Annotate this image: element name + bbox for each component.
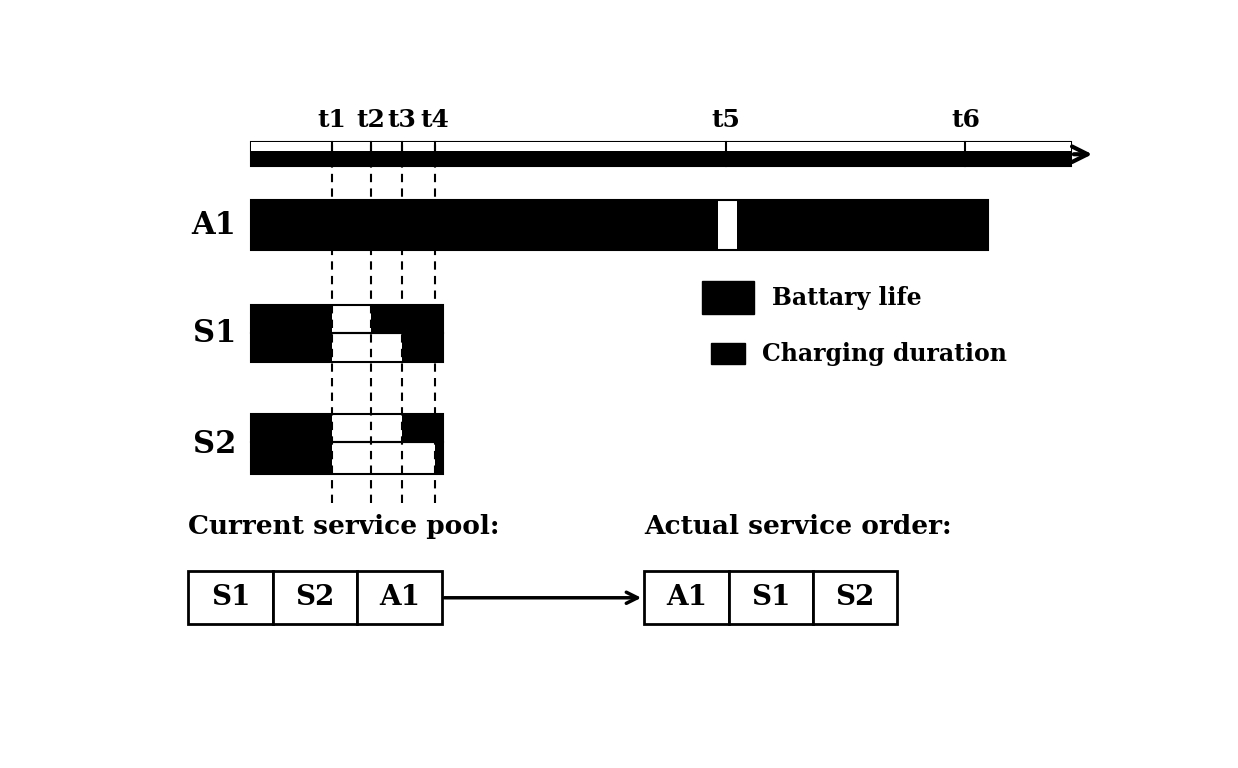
Bar [250,305,443,333]
Bar [332,442,435,474]
Bar [711,343,745,364]
Bar [250,333,332,362]
Bar [332,333,402,362]
Text: t1: t1 [318,108,347,132]
Bar [188,571,272,624]
Bar [728,571,813,624]
Bar [813,571,898,624]
Text: Actual service order:: Actual service order: [644,514,952,538]
Text: A1: A1 [379,584,420,611]
Bar [718,200,737,250]
Bar [250,442,443,474]
Text: t2: t2 [357,108,385,132]
Bar [272,571,358,624]
Text: S2: S2 [296,584,334,611]
Text: A1: A1 [666,584,707,611]
Bar [332,415,402,442]
Text: S1: S1 [193,318,236,349]
Bar [737,200,988,250]
Text: t6: t6 [951,108,980,132]
Bar [250,142,1071,151]
Bar [250,333,443,362]
Bar [402,333,443,362]
Text: S1: S1 [210,584,250,611]
Text: t5: t5 [711,108,740,132]
Bar [250,415,332,442]
Bar [250,200,718,250]
Text: Battary life: Battary life [771,286,921,310]
Bar [358,571,442,624]
Bar [250,200,988,250]
Bar [702,281,754,314]
Text: Charging duration: Charging duration [763,342,1006,366]
Text: t3: t3 [387,108,417,132]
Text: A1: A1 [192,210,236,240]
Bar [250,305,332,333]
Text: t4: t4 [421,108,449,132]
Text: S2: S2 [836,584,875,611]
Bar [250,142,1071,166]
Bar [250,415,443,442]
Bar [435,442,443,474]
Text: S1: S1 [751,584,790,611]
Bar [370,305,443,333]
Bar [402,415,443,442]
Bar [644,571,728,624]
Text: Current service pool:: Current service pool: [188,514,500,538]
Bar [250,442,332,474]
Text: S2: S2 [193,429,236,459]
Bar [332,305,370,333]
